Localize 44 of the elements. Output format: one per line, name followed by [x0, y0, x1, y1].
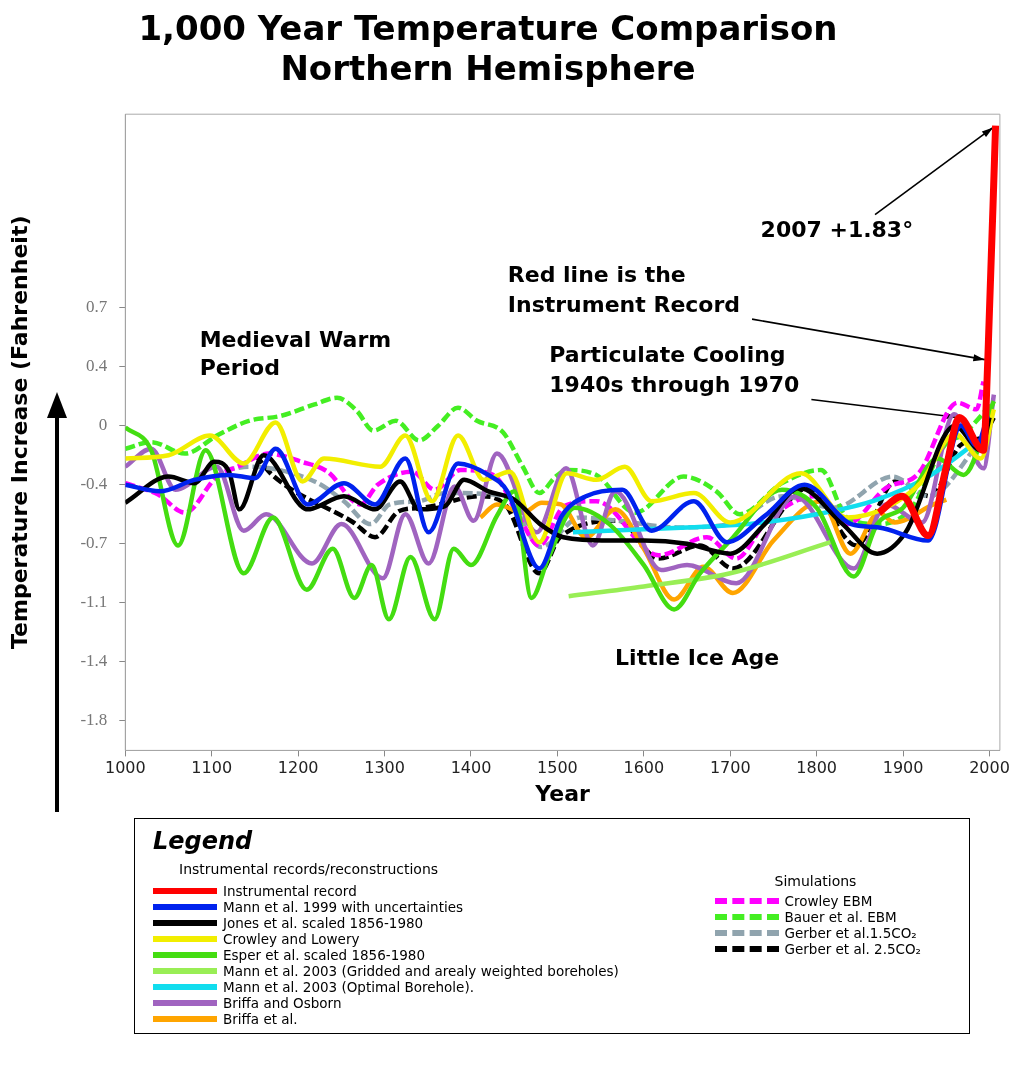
y-tick-label: 0: [98, 415, 108, 435]
y-tick-label: -1.1: [80, 592, 108, 612]
x-tick-label: 1400: [450, 758, 492, 778]
legend-label: Mann et al. 2003 (Gridded and arealy weighted boreholes): [223, 963, 619, 979]
text: Instrumental records/reconstructions: [179, 861, 440, 877]
y-tick-label: -1.8: [80, 710, 108, 730]
y-tick-label: -0.7: [80, 533, 108, 553]
legend-label: Crowley EBM: [784, 893, 873, 909]
x-tick-label: 1000: [104, 758, 146, 778]
y-tick-label: 0.7: [86, 297, 108, 317]
line-series: [566, 539, 833, 599]
legend-title: Legend: [153, 827, 254, 855]
x-tick-label: 1500: [537, 758, 578, 778]
legend-label: Gerber et al. 2.5CO₂: [784, 941, 921, 957]
legend-label: Mann et al. 1999 with uncertainties: [223, 899, 464, 915]
x-axis-title: Year: [534, 780, 591, 806]
annotation: Medieval Warm Period: [199, 327, 392, 381]
legend-label: Briffa and Osborn: [223, 995, 342, 1011]
chart-title: 1,000 Year Temperature Comparison Northern Hemisphere: [137, 8, 839, 88]
y-tick-label: -0.4: [80, 474, 108, 494]
x-tick-label: 1800: [796, 758, 838, 778]
text: Simulations: [774, 873, 858, 889]
y-tick-label: -1.4: [80, 651, 108, 671]
legend-label: Jones et al. scaled 1856-1980: [223, 915, 424, 931]
x-tick-label: 1700: [709, 758, 751, 778]
annotation: Little Ice Age: [615, 645, 780, 671]
x-tick-label: 2000: [969, 758, 1010, 778]
x-tick-label: 1200: [277, 758, 319, 778]
annotation: Particulate Cooling 1940s through 1970: [549, 342, 800, 398]
x-tick-label: 1600: [623, 758, 665, 778]
legend-label: Briffa et al.: [223, 1011, 298, 1027]
annotation: Red line is the Instrument Record: [507, 261, 741, 317]
annotation: 2007 +1.83°: [760, 217, 914, 243]
legend-label: Mann et al. 2003 (Optimal Borehole).: [223, 979, 474, 995]
y-axis-title: Temperature Increase (Fahrenheit): [6, 215, 32, 650]
legend-label: Gerber et al.1.5CO₂: [784, 925, 917, 941]
legend-label: Crowley and Lowery: [223, 931, 360, 947]
legend-label: Bauer et al. EBM: [784, 909, 897, 925]
x-tick-label: 1900: [882, 758, 924, 778]
x-tick-label: 1100: [191, 758, 233, 778]
y-tick-label: 0.4: [86, 356, 108, 376]
legend-label: Esper et al. scaled 1856-1980: [223, 947, 426, 963]
x-tick-label: 1300: [364, 758, 405, 778]
legend-label: Instrumental record: [223, 883, 357, 899]
